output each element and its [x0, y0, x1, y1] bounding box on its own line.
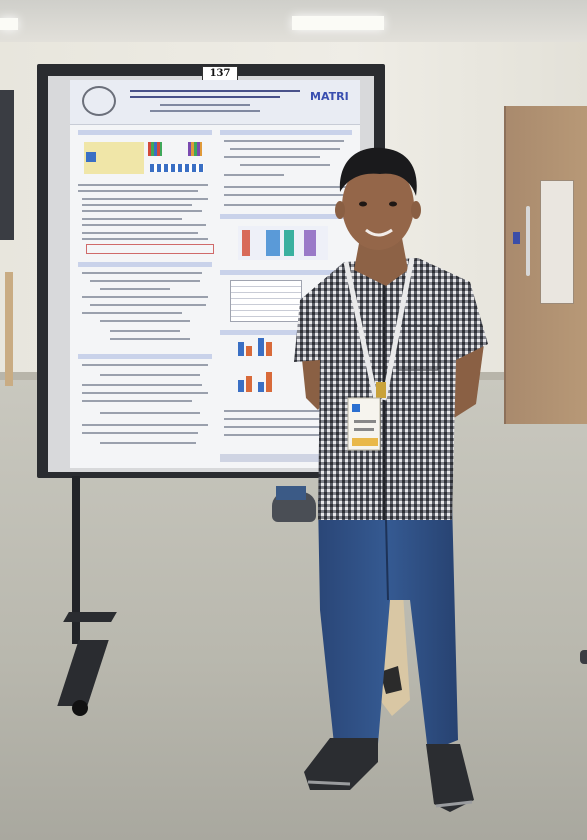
poster-figure-block: [86, 152, 96, 162]
poster-bar: [246, 376, 252, 392]
poster-text-line: [82, 238, 208, 240]
poster-section-header: [78, 130, 212, 135]
checked-shirt: [294, 258, 488, 520]
poster-text-line: [82, 272, 202, 274]
poster-equation-line: [240, 164, 330, 166]
face: [342, 162, 414, 250]
neck: [354, 238, 408, 286]
poster-equation-line: [224, 204, 350, 206]
poster-equation-line: [224, 194, 344, 196]
ceiling-light: [0, 18, 18, 30]
poster-text-line: [82, 210, 202, 212]
poster-bar: [258, 338, 264, 356]
poster-matrix-figure: [188, 142, 202, 156]
poster-text-line: [82, 424, 208, 426]
institute-logo: [82, 86, 116, 116]
poster-text-line: [82, 432, 198, 434]
other-person-foot: [580, 650, 587, 664]
poster-diagram-block: [284, 230, 294, 256]
lanyard-clip: [376, 382, 386, 398]
hair: [339, 147, 417, 196]
poster-matrix-figure: [148, 142, 162, 156]
ceiling-light: [292, 16, 384, 30]
poster-author-line: [160, 104, 250, 106]
poster-text-line: [82, 312, 182, 314]
poster-text-line: [82, 364, 208, 366]
poster-text-line: [224, 426, 350, 428]
poster-text-line: [224, 140, 344, 142]
poster-section-header: [78, 262, 212, 267]
poster-equation-line: [110, 330, 180, 332]
door-window: [540, 180, 574, 304]
poster-section-header: [220, 214, 352, 219]
shirt-pocket: [397, 325, 439, 371]
poster-text-line: [224, 434, 324, 436]
poster-text-line: [82, 296, 208, 298]
stand-wheel: [72, 700, 88, 716]
poster-footer: [220, 454, 352, 462]
poster-title-line: [130, 90, 300, 92]
poster-equation-line: [224, 186, 350, 188]
poster-bar: [266, 372, 272, 392]
poster-bar: [266, 342, 272, 356]
lanyard: [343, 261, 379, 401]
research-poster: MATRI: [70, 80, 360, 468]
poster-equation-line: [100, 320, 190, 322]
poster-diagram-block: [304, 230, 316, 256]
poster-section-header: [220, 330, 352, 335]
poster-text-line: [224, 418, 334, 420]
poster-text-line: [224, 174, 284, 176]
right-shoe: [426, 744, 474, 812]
poster-header: [70, 80, 360, 125]
poster-diagram-block: [242, 230, 250, 256]
stand-leg: [72, 476, 80, 644]
poster-plot: [230, 280, 302, 322]
poster-section-header: [78, 354, 212, 359]
poster-text-line: [82, 384, 202, 386]
door-sign: [513, 232, 520, 244]
poster-equation-line: [100, 442, 196, 444]
poster-figure-row: [150, 164, 204, 172]
poster-title-line: [130, 96, 280, 98]
poster-text-line: [82, 392, 208, 394]
other-person-jeans: [276, 486, 306, 500]
wooden-post: [5, 272, 13, 386]
poster-text-line: [82, 204, 192, 206]
poster-text-line: [78, 190, 198, 192]
poster-text-line: [82, 400, 192, 402]
poster-text-line: [82, 198, 208, 200]
poster-text-line: [224, 410, 344, 412]
poster-text-line: [224, 156, 320, 158]
jeans: [318, 500, 458, 752]
poster-text-line: [82, 232, 198, 234]
poster-equation-line: [90, 280, 200, 282]
right-arm: [450, 340, 484, 418]
poster-bar: [246, 346, 252, 356]
poster-bar: [238, 342, 244, 356]
poster-text-line: [82, 224, 206, 226]
poster-equation-line: [100, 412, 200, 414]
left-shoe: [304, 738, 378, 790]
poster-section-header: [220, 270, 352, 275]
poster-highlight-box: [86, 244, 214, 254]
poster-bar: [258, 382, 264, 392]
poster-equation-line: [110, 338, 190, 340]
smile: [365, 228, 393, 237]
poster-diagram-block: [266, 230, 280, 256]
poster-equation-line: [100, 288, 170, 290]
door-handle: [526, 206, 530, 276]
wall-panel: [0, 90, 14, 240]
poster-equation-line: [90, 304, 206, 306]
poster-equation-line: [100, 374, 200, 376]
poster-text-line: [78, 184, 208, 186]
matri-logo: MATRI: [310, 90, 349, 103]
poster-author-line: [150, 110, 260, 112]
poster-text-line: [82, 218, 182, 220]
poster-equation-line: [230, 148, 340, 150]
poster-bar: [238, 380, 244, 392]
poster-section-header: [220, 130, 352, 135]
